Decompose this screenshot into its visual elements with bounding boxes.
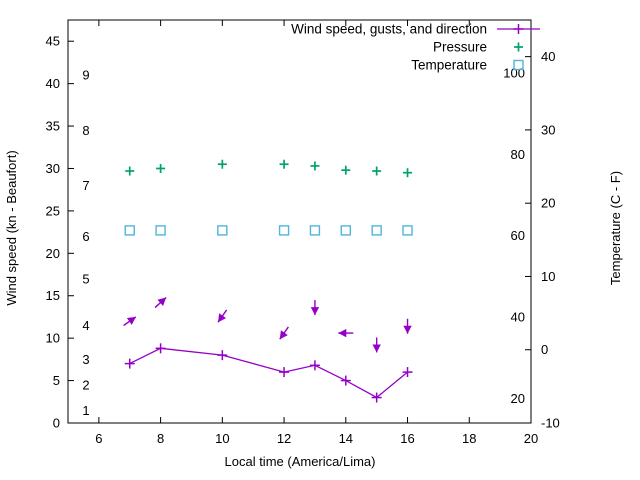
y2-axis-label: Temperature (C - F) bbox=[608, 171, 623, 285]
wind-direction-arrow bbox=[310, 300, 320, 316]
y-tick-label: 35 bbox=[46, 119, 60, 134]
square-marker bbox=[124, 225, 135, 236]
x-tick-label: 6 bbox=[95, 431, 102, 446]
y2-tick-label: 10 bbox=[541, 269, 555, 284]
beaufort-label: 8 bbox=[82, 123, 89, 138]
y-tick-label: 45 bbox=[46, 34, 60, 49]
y2-tick-label: 40 bbox=[541, 49, 555, 64]
y2-tick-label: -10 bbox=[541, 416, 560, 431]
beaufort-scale-labels: 1 2 3 4 5 6 7 8 9 bbox=[82, 68, 89, 418]
series-temperature bbox=[124, 225, 413, 236]
series-wind-speed bbox=[124, 343, 413, 403]
wind-direction-arrow bbox=[403, 318, 412, 334]
y2-inner-tick-label: 40 bbox=[511, 310, 525, 325]
legend-label: Temperature bbox=[411, 58, 487, 73]
wind-direction-arrow bbox=[338, 328, 354, 338]
legend-entry: Pressure bbox=[433, 40, 523, 55]
plot-border bbox=[67, 19, 532, 424]
x-tick-label: 14 bbox=[339, 431, 353, 446]
y2-inner-tick-label: 20 bbox=[511, 391, 525, 406]
plot-frame bbox=[67, 19, 532, 424]
y2-inner-tick-label: 60 bbox=[511, 228, 525, 243]
wind-direction-arrows bbox=[123, 296, 412, 353]
wind-direction-arrow bbox=[217, 309, 228, 323]
x-tick-label: 12 bbox=[277, 431, 291, 446]
y2-tick-label: 20 bbox=[541, 196, 555, 211]
y-tick-label: 0 bbox=[53, 416, 60, 431]
chart-legend: Wind speed, gusts, and direction Pressure… bbox=[291, 22, 540, 73]
y-axis-ticks: 0 5 10 15 20 25 30 35 40 45 bbox=[46, 34, 74, 431]
legend-label: Pressure bbox=[433, 40, 487, 55]
y-tick-label: 20 bbox=[46, 246, 60, 261]
wind-speed-line bbox=[129, 347, 408, 399]
y-tick-label: 10 bbox=[46, 331, 60, 346]
y2-axis-ticks: -10 0 10 20 30 40 bbox=[525, 49, 560, 431]
wind-direction-arrow bbox=[154, 296, 167, 309]
x-tick-label: 8 bbox=[157, 431, 164, 446]
square-marker bbox=[402, 225, 413, 236]
y-tick-label: 5 bbox=[53, 373, 60, 388]
y-axis-label: Wind speed (kn - Beaufort) bbox=[4, 150, 19, 305]
y-tick-label: 40 bbox=[46, 76, 60, 91]
square-marker bbox=[217, 225, 228, 236]
beaufort-label: 2 bbox=[82, 377, 89, 392]
y-tick-label: 25 bbox=[46, 203, 60, 218]
series-pressure bbox=[125, 159, 413, 178]
beaufort-label: 1 bbox=[82, 403, 89, 418]
beaufort-label: 3 bbox=[82, 352, 89, 367]
y-tick-label: 30 bbox=[46, 161, 60, 176]
legend-label: Wind speed, gusts, and direction bbox=[291, 22, 487, 37]
y-tick-label: 15 bbox=[46, 288, 60, 303]
square-marker bbox=[155, 225, 166, 236]
beaufort-label: 5 bbox=[82, 271, 89, 286]
square-marker bbox=[309, 225, 321, 236]
wind-direction-arrow bbox=[123, 316, 137, 327]
square-marker bbox=[278, 225, 290, 236]
y2-inner-tick-label: 80 bbox=[511, 147, 525, 162]
square-marker bbox=[513, 59, 524, 71]
x-axis-ticks: 6 8 10 12 14 16 18 20 bbox=[95, 20, 538, 446]
square-marker bbox=[371, 225, 382, 236]
x-tick-label: 20 bbox=[524, 431, 538, 446]
beaufort-label: 9 bbox=[82, 68, 89, 83]
wind-direction-arrow bbox=[279, 326, 289, 340]
x-axis-label: Local time (America/Lima) bbox=[225, 454, 376, 469]
legend-entry: Wind speed, gusts, and direction bbox=[291, 22, 540, 37]
legend-entry: Temperature bbox=[411, 58, 524, 73]
square-marker bbox=[340, 225, 351, 236]
wind-direction-arrow bbox=[372, 337, 381, 353]
y2-tick-label: 30 bbox=[541, 122, 555, 137]
beaufort-label: 6 bbox=[82, 229, 89, 244]
x-tick-label: 16 bbox=[400, 431, 414, 446]
x-tick-label: 18 bbox=[462, 431, 476, 446]
beaufort-label: 4 bbox=[82, 318, 89, 333]
y2-tick-label: 0 bbox=[541, 342, 548, 357]
x-tick-label: 10 bbox=[215, 431, 229, 446]
beaufort-label: 7 bbox=[82, 178, 89, 193]
